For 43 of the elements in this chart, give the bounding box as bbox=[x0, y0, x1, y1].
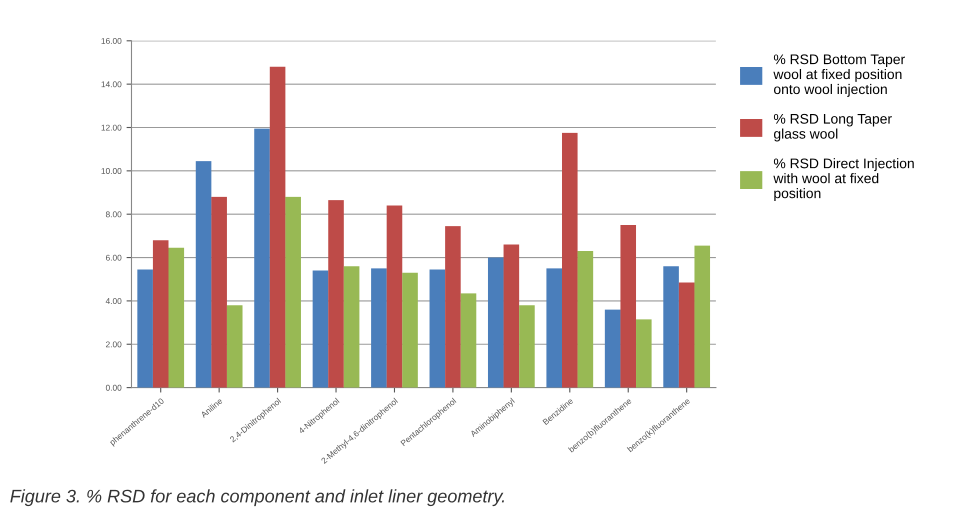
y-tick-label: 10.00 bbox=[102, 168, 122, 174]
bar bbox=[488, 258, 504, 388]
bar bbox=[663, 266, 679, 388]
bar bbox=[371, 268, 387, 388]
bar bbox=[211, 196, 227, 388]
legend-label: % RSD Long Taper glass wool bbox=[774, 114, 892, 142]
bar bbox=[562, 132, 578, 388]
legend-label: % RSD Direct Injection with wool at fixed position bbox=[773, 158, 914, 201]
y-tick-label: 6.00 bbox=[106, 254, 122, 261]
caption: Figure 3. % RSD for each component and inlet liner geometry. bbox=[10, 489, 504, 506]
bar bbox=[620, 225, 636, 388]
legend-label: % RSD Bottom Taper wool at fixed position onto wool injection bbox=[773, 54, 905, 97]
bar bbox=[152, 240, 168, 388]
y-tick-label: 8.00 bbox=[106, 211, 122, 218]
y-tick-label: 4.00 bbox=[106, 298, 122, 304]
bar bbox=[678, 282, 694, 388]
bar bbox=[254, 128, 270, 388]
bar bbox=[270, 66, 286, 388]
bar bbox=[196, 161, 212, 388]
bar bbox=[504, 244, 520, 388]
bar bbox=[445, 226, 461, 388]
bar bbox=[460, 293, 476, 388]
bar bbox=[137, 269, 153, 388]
y-tick-label: 2.00 bbox=[106, 341, 122, 348]
y-tick-label: 14.00 bbox=[102, 81, 122, 88]
bar bbox=[604, 310, 620, 388]
bar bbox=[386, 206, 402, 388]
bar bbox=[226, 305, 243, 388]
y-tick-label: 12.00 bbox=[102, 124, 122, 131]
bar bbox=[636, 319, 652, 388]
bar bbox=[285, 196, 301, 388]
bar bbox=[344, 266, 360, 388]
bar bbox=[430, 269, 446, 388]
bar bbox=[168, 248, 184, 388]
bar bbox=[694, 246, 710, 388]
bar bbox=[578, 251, 594, 388]
y-tick-label: 0.00 bbox=[106, 384, 122, 391]
bar bbox=[546, 268, 562, 388]
bar bbox=[328, 200, 344, 388]
bar bbox=[402, 272, 418, 388]
y-tick-label: 16.00 bbox=[102, 38, 122, 44]
bar bbox=[519, 305, 535, 388]
bar bbox=[312, 270, 328, 388]
